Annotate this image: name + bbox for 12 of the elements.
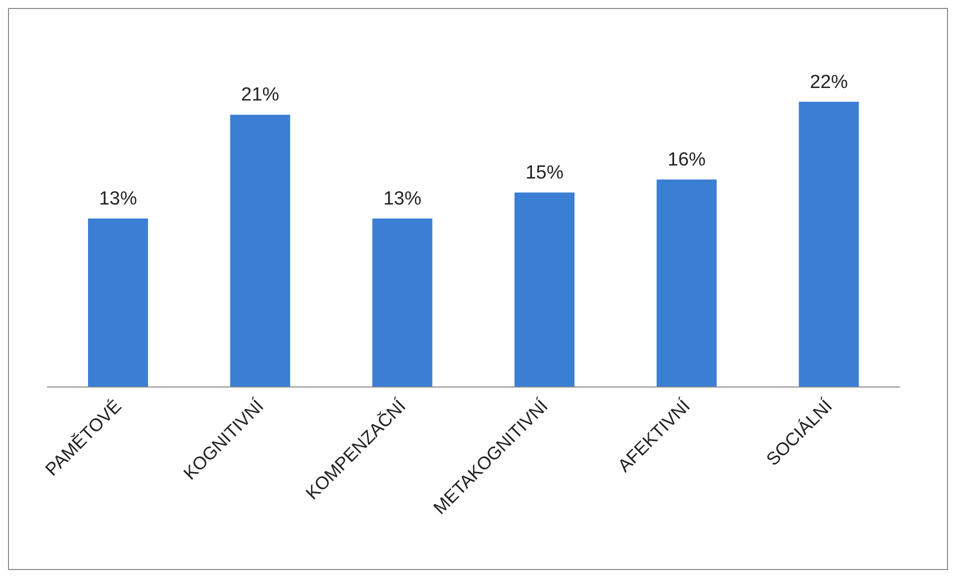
bar [798,102,859,387]
bar [372,218,432,387]
data-label: 22% [810,72,848,93]
data-label: 16% [668,150,706,171]
bar [230,114,290,387]
bar [514,192,574,387]
data-label: 13% [98,188,138,210]
data-label: 13% [383,188,422,210]
bar [88,218,148,387]
bar [656,180,717,387]
data-label: 15% [525,162,564,184]
data-label: 21% [241,84,280,106]
